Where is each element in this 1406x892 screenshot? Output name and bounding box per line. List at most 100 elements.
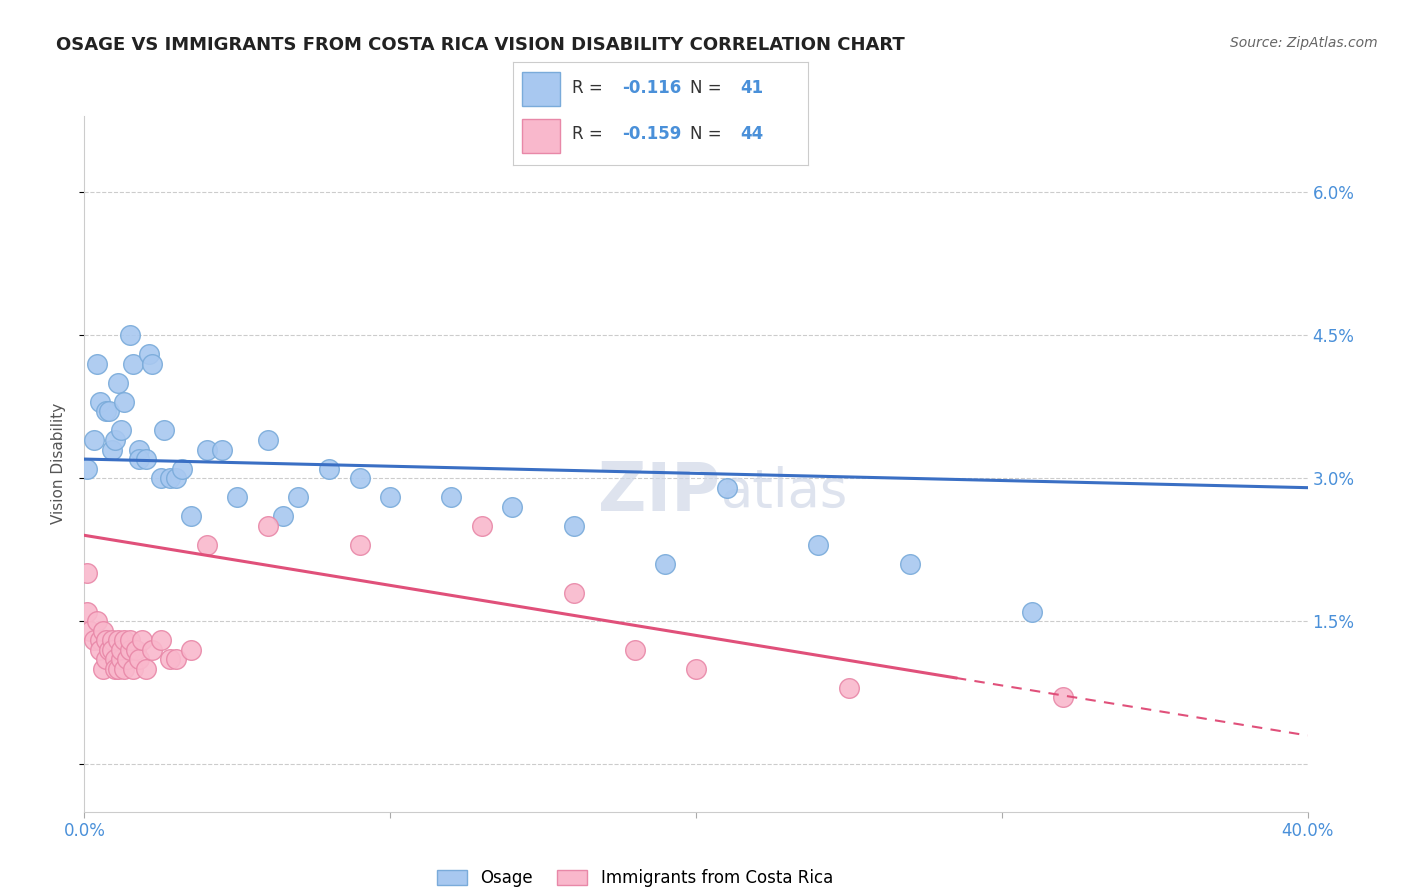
Point	[122, 357, 145, 371]
Point	[165, 652, 187, 666]
Point	[180, 642, 202, 657]
Point	[838, 681, 860, 695]
Point	[716, 481, 738, 495]
Point	[562, 585, 585, 599]
Point	[128, 652, 150, 666]
Point	[83, 633, 105, 648]
Point	[79, 624, 101, 638]
FancyBboxPatch shape	[522, 119, 561, 153]
Text: N =: N =	[690, 125, 727, 144]
Point	[76, 566, 98, 581]
Y-axis label: Vision Disability: Vision Disability	[51, 403, 66, 524]
Point	[1021, 605, 1043, 619]
Point	[101, 633, 124, 648]
Point	[107, 662, 129, 676]
Point	[195, 538, 218, 552]
Point	[115, 652, 138, 666]
Point	[101, 642, 124, 657]
Point	[122, 662, 145, 676]
Point	[685, 662, 707, 676]
Point	[94, 404, 117, 418]
Point	[94, 652, 117, 666]
Point	[195, 442, 218, 457]
Point	[128, 452, 150, 467]
Point	[97, 642, 120, 657]
Point	[257, 518, 280, 533]
Text: Source: ZipAtlas.com: Source: ZipAtlas.com	[1230, 36, 1378, 50]
Point	[125, 642, 148, 657]
Point	[159, 471, 181, 485]
Text: -0.159: -0.159	[623, 125, 682, 144]
Point	[138, 347, 160, 361]
Text: 44: 44	[741, 125, 763, 144]
Point	[257, 433, 280, 447]
Point	[135, 662, 157, 676]
Point	[287, 490, 309, 504]
Text: -0.116: -0.116	[623, 79, 682, 97]
Point	[104, 433, 127, 447]
FancyBboxPatch shape	[522, 71, 561, 105]
Point	[76, 461, 98, 475]
Point	[149, 471, 172, 485]
Point	[502, 500, 524, 514]
Point	[76, 605, 98, 619]
Text: R =: R =	[572, 125, 609, 144]
Point	[104, 662, 127, 676]
Point	[159, 652, 181, 666]
Legend: Osage, Immigrants from Costa Rica: Osage, Immigrants from Costa Rica	[430, 863, 839, 892]
Point	[165, 471, 187, 485]
Point	[120, 642, 142, 657]
Point	[89, 633, 111, 648]
Point	[89, 642, 111, 657]
Point	[654, 557, 676, 571]
Point	[1052, 690, 1074, 705]
Text: atlas: atlas	[720, 466, 848, 517]
Point	[172, 461, 194, 475]
Text: ZIP: ZIP	[599, 458, 720, 524]
Point	[318, 461, 340, 475]
Text: 41: 41	[741, 79, 763, 97]
Point	[349, 471, 371, 485]
Point	[128, 442, 150, 457]
Point	[898, 557, 921, 571]
Point	[807, 538, 830, 552]
Point	[91, 662, 114, 676]
Point	[226, 490, 249, 504]
Point	[107, 633, 129, 648]
Point	[83, 433, 105, 447]
Point	[380, 490, 402, 504]
Point	[180, 509, 202, 524]
Point	[110, 642, 132, 657]
Point	[107, 376, 129, 390]
Point	[94, 633, 117, 648]
Point	[89, 395, 111, 409]
Point	[86, 357, 108, 371]
Point	[110, 652, 132, 666]
Point	[91, 624, 114, 638]
Point	[141, 642, 163, 657]
Point	[104, 652, 127, 666]
Point	[153, 424, 176, 438]
Point	[471, 518, 494, 533]
Point	[271, 509, 294, 524]
Point	[112, 395, 135, 409]
Point	[141, 357, 163, 371]
Text: R =: R =	[572, 79, 609, 97]
Point	[131, 633, 153, 648]
Point	[112, 633, 135, 648]
Point	[120, 328, 142, 343]
Text: OSAGE VS IMMIGRANTS FROM COSTA RICA VISION DISABILITY CORRELATION CHART: OSAGE VS IMMIGRANTS FROM COSTA RICA VISI…	[56, 36, 905, 54]
Point	[149, 633, 172, 648]
Point	[211, 442, 233, 457]
Point	[120, 633, 142, 648]
Point	[135, 452, 157, 467]
Point	[97, 404, 120, 418]
Point	[440, 490, 463, 504]
Text: N =: N =	[690, 79, 727, 97]
Point	[624, 642, 647, 657]
Point	[562, 518, 585, 533]
Point	[101, 442, 124, 457]
Point	[349, 538, 371, 552]
Point	[86, 614, 108, 628]
Point	[112, 662, 135, 676]
